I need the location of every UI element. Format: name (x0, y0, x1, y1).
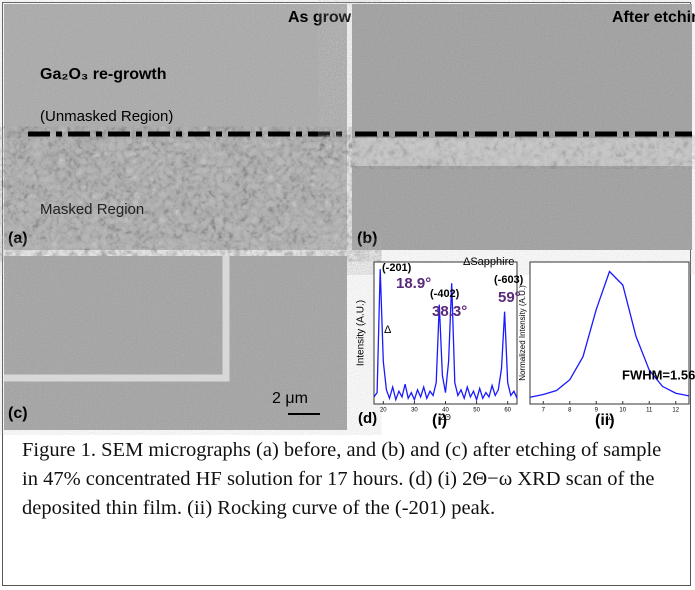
region-label: Masked Region (40, 201, 144, 218)
line-series (373, 269, 518, 402)
x-tick-label: 20 (380, 408, 387, 414)
annotation: ΔSapphire (463, 256, 514, 268)
annotation: 18.9° (396, 275, 431, 292)
panel-b: After etching (b) (352, 4, 695, 250)
x-tick-label: 11 (646, 408, 653, 414)
x-tick-label: 12 (672, 408, 679, 414)
panel-label: (b) (357, 230, 377, 247)
x-tick-label: 60 (504, 408, 511, 414)
x-axis-label: 2Θ (440, 413, 451, 422)
figure: As grown Ga₂O₃ re-growth (Unmasked Regio… (4, 4, 695, 430)
corner-text: As grown (288, 9, 361, 26)
annotation: (-603) (494, 274, 524, 286)
annotation: (-201) (382, 262, 412, 274)
panel-label: (d) (358, 410, 377, 427)
x-tick-label: 40 (442, 408, 449, 414)
panel-a: As grown Ga₂O₃ re-growth (Unmasked Regio… (4, 4, 361, 250)
annotation: (-402) (430, 288, 460, 300)
panel-title: Ga₂O₃ re-growth (40, 66, 167, 83)
caption: Figure 1. SEM micrographs (a) before, an… (22, 439, 662, 519)
corner-text: After etching (612, 9, 695, 26)
line-series (529, 270, 690, 398)
y-axis-label: Intensity (A.U.) (356, 300, 367, 366)
x-tick-label: 50 (473, 408, 480, 414)
x-tick-label: 10 (619, 408, 626, 414)
plot-area (529, 261, 690, 405)
panel-label: (a) (8, 230, 28, 247)
x-tick-label: 9 (595, 408, 599, 414)
x-tick-label: 8 (568, 408, 572, 414)
region-label: (Unmasked Region) (40, 108, 173, 125)
sub-label: (ii) (595, 412, 615, 429)
sub-label: (i) (432, 412, 447, 429)
x-tick-label: 7 (542, 408, 546, 414)
plot-area (373, 261, 518, 405)
panel-c: 2 μm (c) (4, 256, 347, 430)
annotation: FWHM=1.56° (622, 367, 695, 382)
x-axis-label: ω (606, 413, 612, 422)
annotation: 38.3° (432, 303, 467, 320)
panel-label: (c) (8, 405, 28, 422)
annotation: Δ (384, 324, 392, 336)
scale-bar: 2 μm (272, 390, 308, 407)
y-axis-label: Normalized Intensity (A.U.) (518, 285, 527, 381)
x-tick-label: 30 (411, 408, 418, 414)
annotation: 59° (498, 289, 521, 306)
panel-d: (d) (i) (ii) (358, 410, 615, 429)
